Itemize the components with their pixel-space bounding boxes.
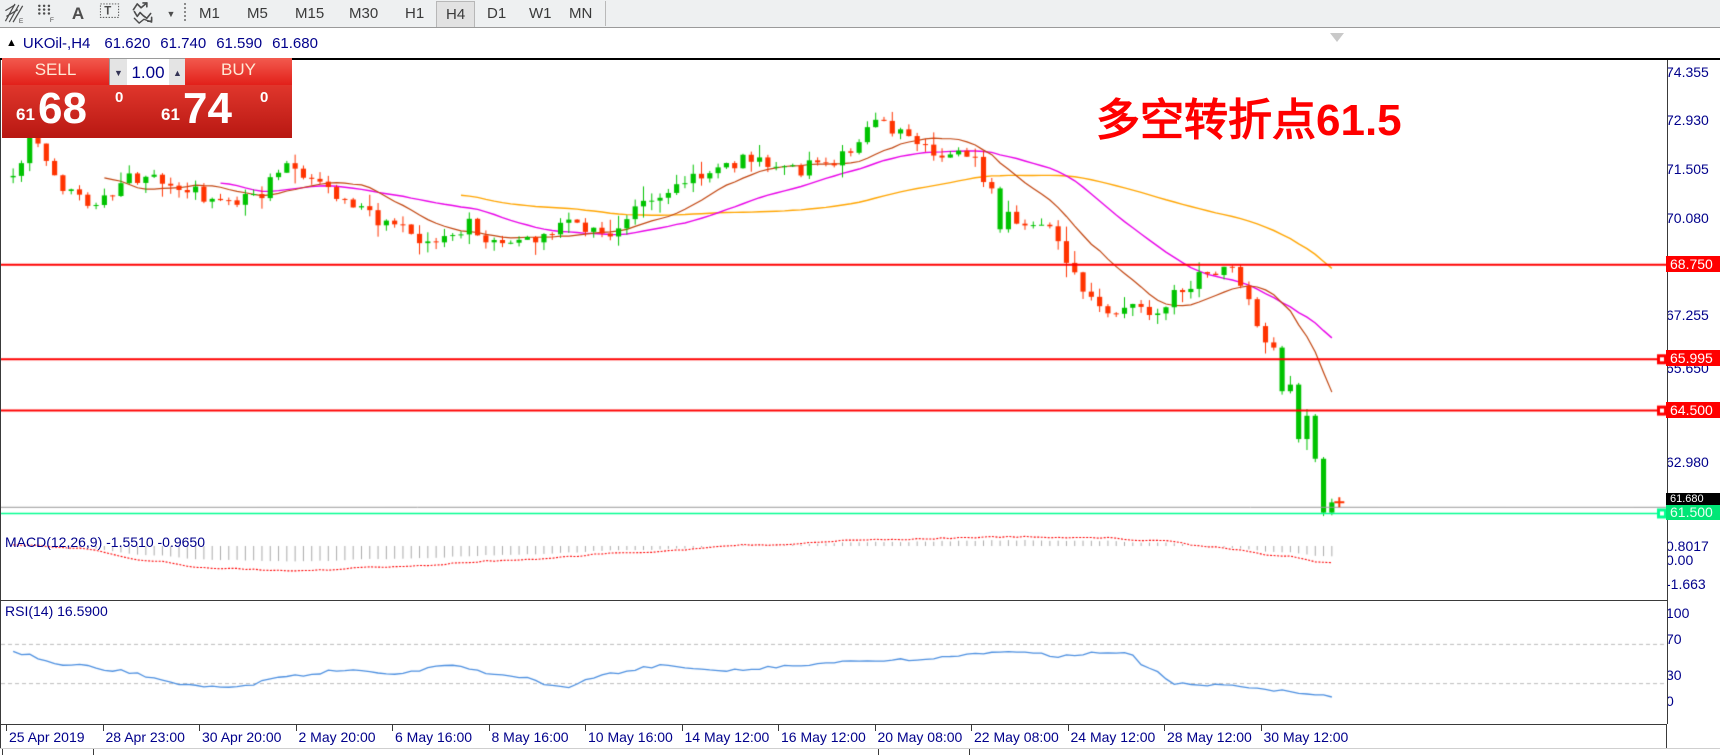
svg-text:T: T: [104, 5, 111, 17]
svg-text:F: F: [50, 17, 54, 24]
svg-text:E: E: [19, 18, 24, 25]
